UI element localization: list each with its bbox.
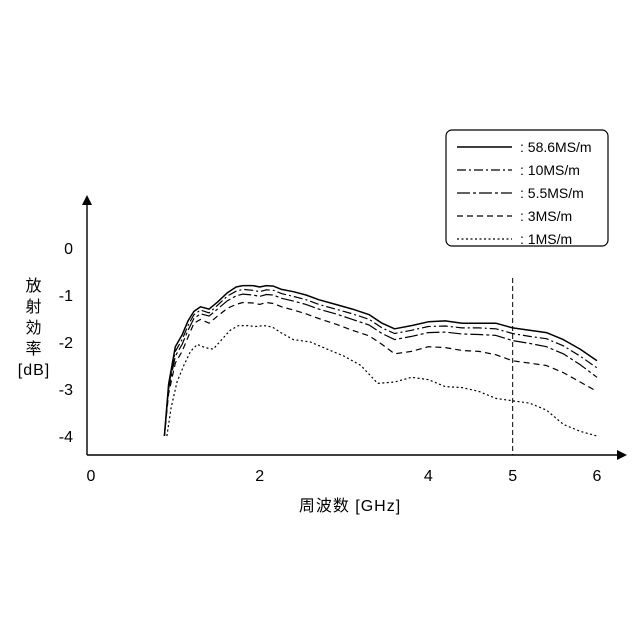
y-tick-label: -3	[59, 382, 73, 399]
y-axis-label-char: 率	[14, 339, 54, 360]
x-tick-label: 5	[508, 468, 517, 485]
legend-label-3: : 3MS/m	[520, 208, 572, 224]
y-tick-label: -1	[59, 288, 73, 305]
y-tick-label: -4	[59, 429, 73, 446]
legend-label-0: : 58.6MS/m	[520, 139, 592, 155]
x-tick-label: 6	[593, 468, 602, 485]
series-line-4	[167, 326, 597, 436]
y-axis-label-unit: [dB]	[14, 360, 54, 381]
x-tick-label: 2	[255, 468, 264, 485]
legend: : 58.6MS/m : 10MS/m : 5.5MS/m : 3MS/m : 1MS/…	[446, 130, 608, 247]
x-tick-label: 4	[424, 468, 433, 485]
x-tick-label: 0	[87, 468, 96, 485]
y-axis-label-char: 射	[14, 297, 54, 318]
y-axis-label-char: 効	[14, 318, 54, 339]
y-axis-label: 放 射 効 率 [dB]	[14, 276, 54, 381]
y-tick-label: -2	[59, 335, 73, 352]
legend-label-2: : 5.5MS/m	[520, 185, 584, 201]
series-line-2	[164, 294, 597, 436]
series-line-0	[164, 286, 597, 436]
y-axis-label-char: 放	[14, 276, 54, 297]
legend-label-1: : 10MS/m	[520, 162, 580, 178]
y-tick-label: 0	[64, 241, 73, 258]
x-axis-label: 周波数 [GHz]	[260, 492, 440, 516]
legend-label-4: : 1MS/m	[520, 231, 572, 247]
series-line-1	[164, 289, 597, 436]
